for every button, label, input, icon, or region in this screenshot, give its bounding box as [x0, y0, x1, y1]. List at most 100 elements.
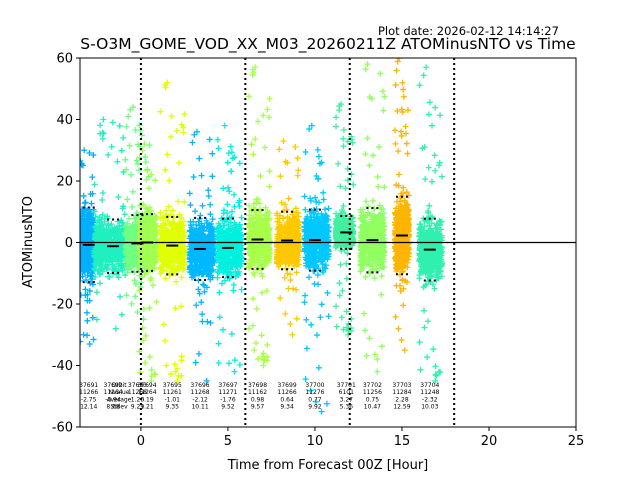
data-point — [258, 270, 265, 277]
data-point — [87, 280, 94, 287]
data-point — [181, 198, 188, 205]
data-point — [230, 287, 237, 294]
data-point — [250, 151, 257, 158]
data-point — [294, 155, 301, 162]
data-point — [99, 135, 106, 142]
data-point — [150, 282, 157, 289]
data-point — [128, 250, 135, 257]
data-point — [238, 286, 245, 293]
data-point-extreme — [289, 331, 296, 338]
data-point — [86, 150, 93, 157]
data-point — [142, 153, 149, 160]
data-point — [98, 265, 105, 272]
data-point — [88, 272, 95, 279]
data-point — [122, 224, 129, 231]
data-point — [80, 209, 87, 216]
data-point — [86, 287, 93, 294]
orbit-points-37699 — [273, 138, 303, 338]
data-point — [139, 324, 146, 331]
data-point — [178, 372, 185, 379]
data-point-extreme — [86, 340, 93, 347]
data-point — [209, 173, 216, 180]
orbit-points-37691 — [80, 147, 97, 347]
data-point — [315, 281, 322, 288]
data-point-extreme — [260, 362, 267, 369]
data-point — [255, 118, 262, 125]
orbit-points-37700 — [301, 122, 332, 415]
data-point — [125, 259, 132, 266]
data-point — [82, 199, 89, 206]
data-point — [251, 347, 258, 354]
data-point — [142, 360, 149, 367]
data-point — [261, 144, 268, 151]
data-point — [100, 233, 107, 240]
data-point — [224, 201, 231, 208]
data-point — [118, 219, 125, 226]
data-point — [226, 360, 233, 367]
data-point — [120, 134, 127, 141]
data-point — [89, 269, 96, 276]
data-point — [264, 341, 271, 348]
data-point — [97, 260, 104, 267]
data-point — [88, 276, 95, 283]
data-point — [90, 152, 97, 159]
data-point — [123, 240, 130, 247]
data-point-extreme — [280, 138, 287, 145]
data-point — [131, 223, 138, 230]
data-layer — [80, 58, 445, 415]
data-point — [80, 162, 86, 169]
data-point — [146, 353, 153, 360]
data-point — [166, 177, 173, 184]
data-point — [80, 243, 84, 250]
data-point — [145, 185, 152, 192]
plot-area: 3769111266-2.7512.143769211264-0.948.683… — [52, 52, 585, 450]
data-point — [90, 336, 97, 343]
data-point — [84, 220, 91, 227]
data-point — [236, 361, 243, 368]
data-point — [294, 172, 301, 179]
data-point — [94, 226, 101, 233]
data-point — [192, 359, 199, 366]
data-point — [260, 112, 267, 119]
data-point — [246, 325, 253, 332]
data-point — [81, 258, 88, 265]
data-point — [123, 292, 130, 299]
data-point — [303, 316, 310, 323]
data-point — [266, 95, 273, 102]
data-point — [175, 159, 182, 166]
data-point — [214, 136, 221, 143]
data-point — [109, 119, 116, 126]
data-point — [293, 286, 300, 293]
data-point — [248, 141, 255, 148]
data-point — [113, 254, 120, 261]
data-point — [226, 188, 233, 195]
data-point — [125, 113, 132, 120]
data-point — [195, 286, 202, 293]
data-point-extreme — [231, 368, 238, 375]
data-point — [92, 230, 99, 237]
data-point — [303, 345, 310, 352]
data-point — [320, 196, 327, 203]
data-point — [282, 310, 289, 317]
data-point — [108, 143, 115, 150]
orbit-points-37696 — [186, 128, 218, 384]
data-point — [198, 299, 205, 306]
data-point — [96, 245, 103, 252]
data-point — [91, 247, 98, 254]
data-point — [253, 339, 260, 346]
data-point — [116, 222, 123, 229]
data-point — [80, 267, 86, 274]
data-point — [82, 262, 89, 269]
data-point — [99, 196, 106, 203]
data-point — [324, 289, 331, 296]
data-point — [146, 304, 153, 311]
data-point — [88, 200, 95, 207]
data-point — [80, 292, 84, 299]
data-point — [220, 185, 227, 192]
data-point — [224, 159, 231, 166]
data-point — [206, 136, 213, 143]
data-point — [136, 167, 143, 174]
data-point — [115, 194, 122, 201]
data-point — [93, 316, 100, 323]
